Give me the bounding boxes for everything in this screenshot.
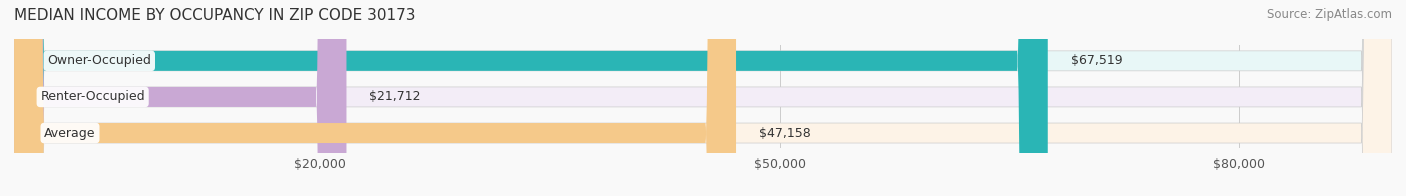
Text: Renter-Occupied: Renter-Occupied: [41, 90, 145, 103]
Text: $47,158: $47,158: [759, 127, 811, 140]
FancyBboxPatch shape: [14, 0, 1392, 196]
FancyBboxPatch shape: [14, 0, 735, 196]
FancyBboxPatch shape: [14, 0, 346, 196]
Text: Owner-Occupied: Owner-Occupied: [48, 54, 152, 67]
Text: $67,519: $67,519: [1071, 54, 1122, 67]
FancyBboxPatch shape: [14, 0, 1047, 196]
Text: Source: ZipAtlas.com: Source: ZipAtlas.com: [1267, 8, 1392, 21]
Text: Average: Average: [44, 127, 96, 140]
Text: $21,712: $21,712: [370, 90, 420, 103]
Text: MEDIAN INCOME BY OCCUPANCY IN ZIP CODE 30173: MEDIAN INCOME BY OCCUPANCY IN ZIP CODE 3…: [14, 8, 416, 23]
FancyBboxPatch shape: [14, 0, 1392, 196]
FancyBboxPatch shape: [14, 0, 1392, 196]
